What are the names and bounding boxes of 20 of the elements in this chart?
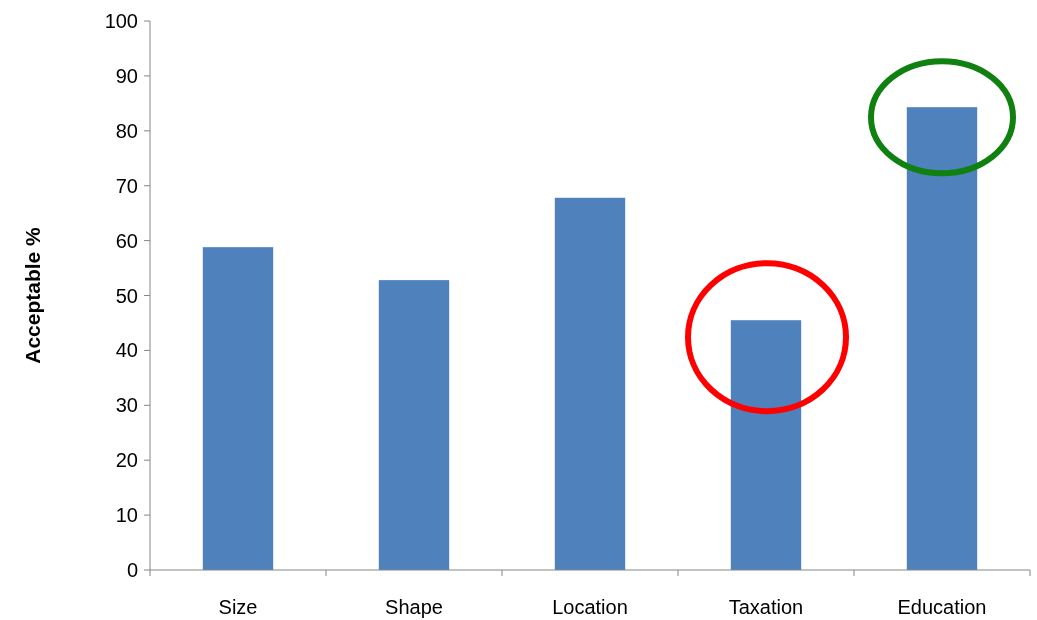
y-tick-label: 20 <box>115 449 138 472</box>
y-tick-label: 100 <box>104 10 138 32</box>
x-tick-label: Shape <box>385 596 443 618</box>
y-tick-label: 80 <box>115 119 138 142</box>
x-tick-label: Education <box>897 596 987 618</box>
y-tick-label: 30 <box>115 394 138 417</box>
x-tick-label: Location <box>552 596 628 618</box>
y-tick-label: 70 <box>115 174 138 197</box>
y-tick-label: 60 <box>115 229 138 252</box>
bar <box>202 247 274 570</box>
x-tick-label: Taxation <box>728 596 804 618</box>
y-tick-label: 40 <box>115 339 138 362</box>
y-axis-title: Acceptable % <box>21 226 44 364</box>
y-tick-label: 0 <box>126 559 138 581</box>
x-tick-label: Size <box>218 596 258 618</box>
bar <box>554 197 626 570</box>
y-tick-label: 90 <box>115 64 138 87</box>
y-tick-label: 50 <box>115 284 138 307</box>
bar <box>378 280 450 570</box>
y-tick-label: 10 <box>115 504 138 527</box>
